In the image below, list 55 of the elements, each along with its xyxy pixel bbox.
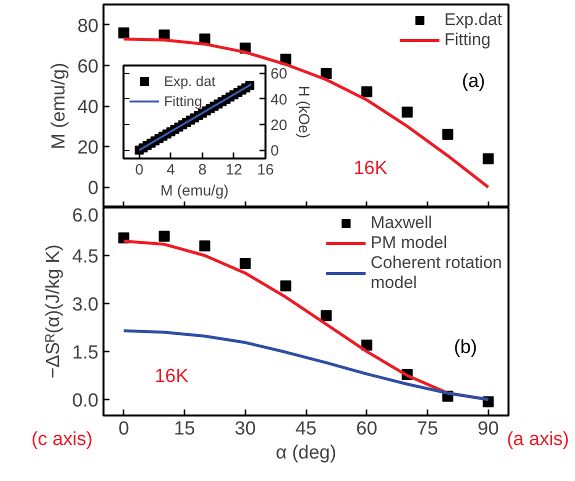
- y-tick-label: 60: [77, 56, 99, 78]
- y2-tick-label: 40: [270, 91, 288, 108]
- y-tick-label: 6.0: [72, 206, 99, 226]
- point: [442, 128, 454, 140]
- y-axis-title: −ΔSᴿ(α)(J/kg K): [43, 244, 64, 379]
- annotation: 16K: [354, 158, 388, 179]
- annotation: (b): [454, 337, 478, 358]
- y-tick-label: 80: [77, 16, 99, 37]
- x-tick-label: 90: [478, 418, 499, 440]
- x-axis-title: α (deg): [276, 442, 336, 464]
- y-tick-label: 3.0: [72, 294, 99, 316]
- text: (a axis): [506, 428, 570, 452]
- x-tick-label: 15: [174, 418, 196, 440]
- point: [158, 230, 170, 242]
- legend-label: Coherent rotation model: [370, 253, 502, 293]
- point: [280, 280, 292, 292]
- legend-label: Fitting: [444, 30, 491, 50]
- y2-axis-title: H (kOe): [295, 86, 312, 138]
- y-tick-label: 0: [88, 178, 99, 200]
- x-tick-label: 75: [416, 418, 438, 440]
- point: [199, 240, 210, 252]
- legend-label: Exp. dat: [164, 73, 216, 89]
- x-tick-label: 45: [295, 418, 317, 440]
- x-tick-label: 4: [166, 162, 176, 178]
- x-tick-label: 8: [198, 162, 207, 178]
- y-tick-label: 20: [77, 138, 99, 159]
- point: [482, 153, 494, 164]
- y-axis-title: M (emu/g): [48, 62, 70, 150]
- x-tick-label: 12: [226, 162, 242, 178]
- x-axis-title: M (emu/g): [160, 182, 229, 200]
- point: [320, 68, 332, 80]
- y2-tick-label: 0: [270, 142, 279, 160]
- x-tick-label: 16: [257, 162, 274, 178]
- legend-label: Exp.dat: [444, 10, 502, 30]
- x-tick-label: 0: [118, 418, 130, 440]
- point: [402, 106, 413, 118]
- legend-label: Maxwell: [370, 213, 432, 233]
- y2-tick-label: 20: [270, 117, 288, 134]
- legend-label: PM model: [370, 233, 448, 253]
- point: [118, 27, 130, 38]
- text: (c axis): [31, 428, 93, 452]
- y-tick-label: 4.5: [72, 246, 99, 268]
- point: [361, 86, 372, 98]
- annotation: 16K: [154, 366, 189, 387]
- y-tick-label: 0.0: [72, 390, 99, 412]
- legend-label: Fitting: [164, 93, 202, 109]
- x-tick-label: 0: [135, 162, 144, 178]
- y2-tick-label: 60: [270, 66, 288, 83]
- annotation: (a): [462, 71, 486, 92]
- point: [320, 310, 332, 322]
- x-tick-label: 30: [234, 418, 256, 440]
- y-tick-label: 1.5: [72, 342, 99, 364]
- y-tick-label: 40: [77, 97, 99, 118]
- x-tick-label: 60: [356, 418, 378, 440]
- point: [240, 258, 251, 269]
